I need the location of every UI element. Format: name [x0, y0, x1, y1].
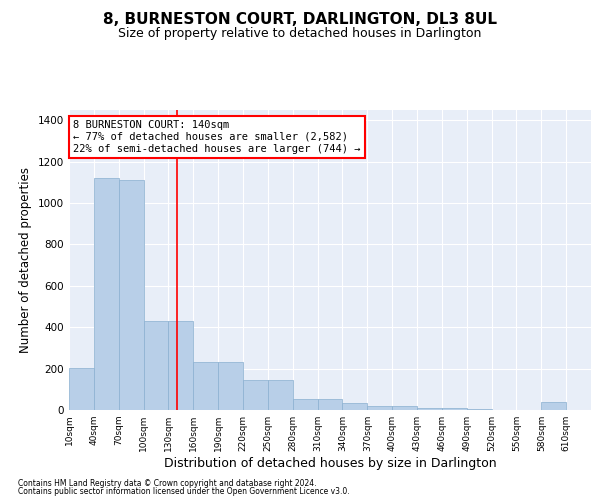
Bar [218, 362, 243, 410]
Bar [69, 368, 94, 410]
Bar [317, 398, 343, 410]
Bar [268, 380, 293, 410]
Bar [417, 408, 442, 410]
Text: Size of property relative to detached houses in Darlington: Size of property relative to detached ho… [118, 28, 482, 40]
Bar [541, 402, 566, 410]
Text: Contains HM Land Registry data © Crown copyright and database right 2024.: Contains HM Land Registry data © Crown c… [18, 478, 317, 488]
Y-axis label: Number of detached properties: Number of detached properties [19, 167, 32, 353]
Bar [392, 406, 417, 410]
Text: 8 BURNESTON COURT: 140sqm
← 77% of detached houses are smaller (2,582)
22% of se: 8 BURNESTON COURT: 140sqm ← 77% of detac… [73, 120, 361, 154]
Bar [293, 398, 317, 410]
Bar [243, 380, 268, 410]
Bar [94, 178, 119, 410]
Bar [442, 408, 467, 410]
Bar [367, 406, 392, 410]
Text: 8, BURNESTON COURT, DARLINGTON, DL3 8UL: 8, BURNESTON COURT, DARLINGTON, DL3 8UL [103, 12, 497, 28]
Bar [169, 321, 193, 410]
Bar [467, 409, 491, 410]
Bar [343, 403, 367, 410]
X-axis label: Distribution of detached houses by size in Darlington: Distribution of detached houses by size … [164, 457, 496, 470]
Bar [143, 321, 169, 410]
Text: Contains public sector information licensed under the Open Government Licence v3: Contains public sector information licen… [18, 487, 350, 496]
Bar [193, 362, 218, 410]
Bar [119, 180, 143, 410]
